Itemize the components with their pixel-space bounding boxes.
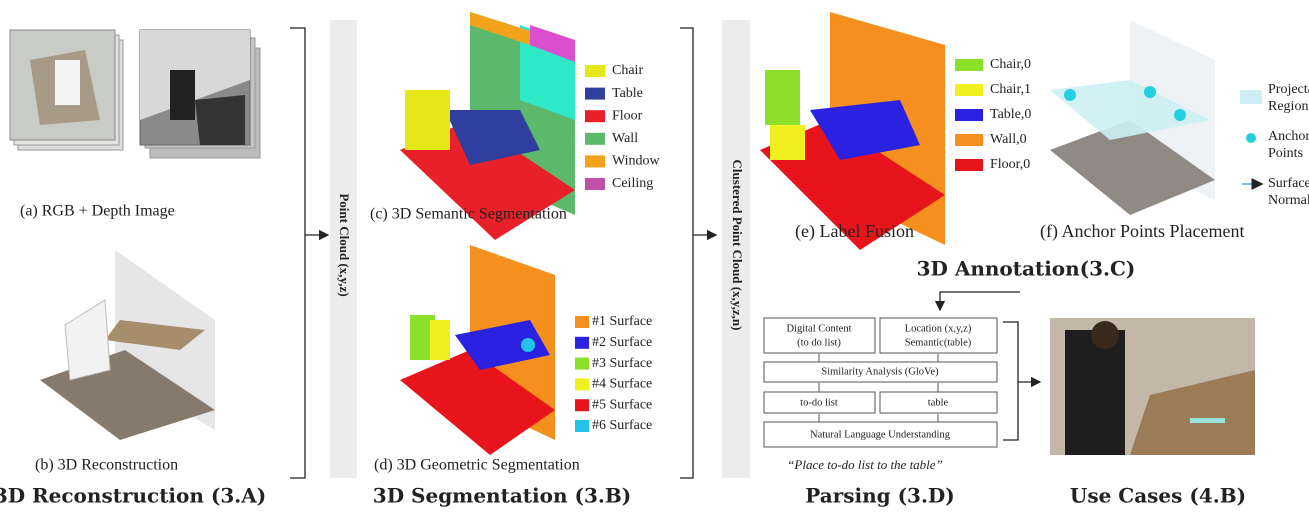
legend-swatch (585, 155, 605, 167)
legend-label: #1 Surface (592, 314, 652, 329)
caption: (e) Label Fusion (795, 221, 914, 242)
legend-swatch (585, 65, 605, 77)
legend-label: Table,0 (990, 107, 1031, 122)
legend-label: Floor,0 (990, 157, 1030, 172)
legend-label: Surface (1268, 176, 1309, 191)
legend-label: #3 Surface (592, 356, 652, 371)
legend-label: Normal (1268, 193, 1309, 208)
figure: Point Cloud (x,y,z) Clustered Point Clou… (0, 0, 1309, 512)
legend-swatch (575, 399, 589, 411)
fusion-cloud (760, 12, 945, 250)
legend-label: Window (612, 154, 661, 169)
box-label: Similarity Analysis (GloVe) (821, 366, 939, 377)
legend-label: #5 Surface (592, 397, 652, 412)
legend-label: Chair,1 (990, 82, 1031, 97)
legend-swatch (585, 133, 605, 145)
use-case-photo (1050, 318, 1255, 455)
legend-label: Floor (612, 108, 643, 123)
caption: (f) Anchor Points Placement (1040, 221, 1244, 242)
box-label: Digital Content (786, 323, 851, 334)
legend-swatch (575, 337, 589, 349)
box-label: (to do list) (797, 337, 841, 348)
legend-swatch (955, 134, 983, 146)
legend-swatch (585, 178, 605, 190)
legend-label: Projectable (1268, 82, 1309, 97)
section-title: 3D Reconstruction (3.A) (0, 484, 266, 508)
legend-swatch (955, 84, 983, 96)
legend-label: Points (1268, 146, 1303, 161)
legend-label: Wall,0 (990, 132, 1027, 147)
bar-label: Point Cloud (x,y,z) (337, 193, 352, 296)
caption: (b) 3D Reconstruction (35, 457, 178, 474)
legend-swatch (575, 316, 589, 328)
rgb-image (10, 30, 123, 150)
legend-swatch (585, 110, 605, 122)
reconstruction (40, 250, 215, 440)
section-title: Parsing (3.D) (805, 484, 955, 508)
caption: (a) RGB + Depth Image (20, 203, 175, 220)
legend-swatch (575, 420, 589, 432)
legend-swatch (955, 109, 983, 121)
legend-label: Anchor (1268, 129, 1309, 144)
box-label: table (928, 397, 949, 408)
section-title: Use Cases (4.B) (1070, 484, 1246, 508)
quote: “Place to-do list to the table” (787, 457, 943, 472)
anchor-cloud (1050, 20, 1262, 215)
section-title: 3D Annotation(3.C) (917, 257, 1136, 281)
legend-swatch (575, 378, 589, 390)
legend-label: #6 Surface (592, 418, 652, 433)
box-label: Semantic(table) (905, 337, 972, 348)
legend-swatch (955, 159, 983, 171)
bracket (680, 28, 716, 478)
caption: (d) 3D Geometric Segmentation (374, 457, 580, 474)
legend-swatch (955, 59, 983, 71)
legend-label: Wall (612, 131, 638, 146)
box-label: Natural Language Understanding (810, 429, 951, 440)
legend-label: Table (612, 86, 643, 101)
section-title: 3D Segmentation (3.B) (373, 484, 631, 508)
depth-image (140, 30, 260, 158)
legend-swatch (575, 358, 589, 370)
bar-label: Clustered Point Cloud (x,y,z,n) (730, 160, 745, 331)
arrow (940, 292, 1020, 310)
box-label: to-do list (800, 397, 838, 408)
caption: (c) 3D Semantic Segmentation (370, 206, 567, 223)
legend-swatch (585, 88, 605, 100)
legend-label: Ceiling (612, 176, 653, 191)
legend-label: Chair (612, 63, 643, 78)
legend-label: #2 Surface (592, 335, 652, 350)
legend-label: Chair,0 (990, 57, 1031, 72)
legend-label: Regions (1268, 99, 1309, 114)
geometric-cloud (400, 245, 555, 455)
legend-label: #4 Surface (592, 377, 652, 392)
box-label: Location (x,y,z) (905, 323, 972, 334)
bracket (290, 28, 328, 478)
